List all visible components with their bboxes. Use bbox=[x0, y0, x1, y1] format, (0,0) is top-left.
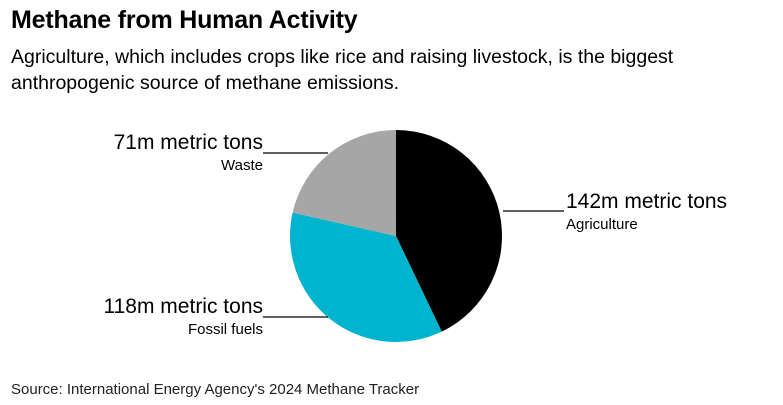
chart-title: Methane from Human Activity bbox=[11, 6, 358, 34]
source-note: Source: International Energy Agency's 20… bbox=[11, 381, 420, 398]
slice-category-label: Agriculture bbox=[566, 216, 638, 233]
pie-slice-agriculture bbox=[396, 130, 502, 332]
slice-value-label: 118m metric tons bbox=[104, 295, 264, 318]
slice-labels: 142m metric tons Agriculture 118m metric t… bbox=[104, 131, 728, 338]
slice-category-label: Fossil fuels bbox=[188, 321, 263, 338]
pie-slice-waste bbox=[292, 130, 396, 236]
slice-value-label: 142m metric tons bbox=[566, 190, 727, 213]
pie-slices bbox=[289, 130, 502, 343]
chart-subtitle: Agriculture, which includes crops like r… bbox=[11, 46, 674, 94]
slice-category-label: Waste bbox=[221, 157, 263, 174]
slice-value-label: 71m metric tons bbox=[114, 131, 263, 154]
pie-slice-fossil-fuels bbox=[289, 212, 442, 343]
